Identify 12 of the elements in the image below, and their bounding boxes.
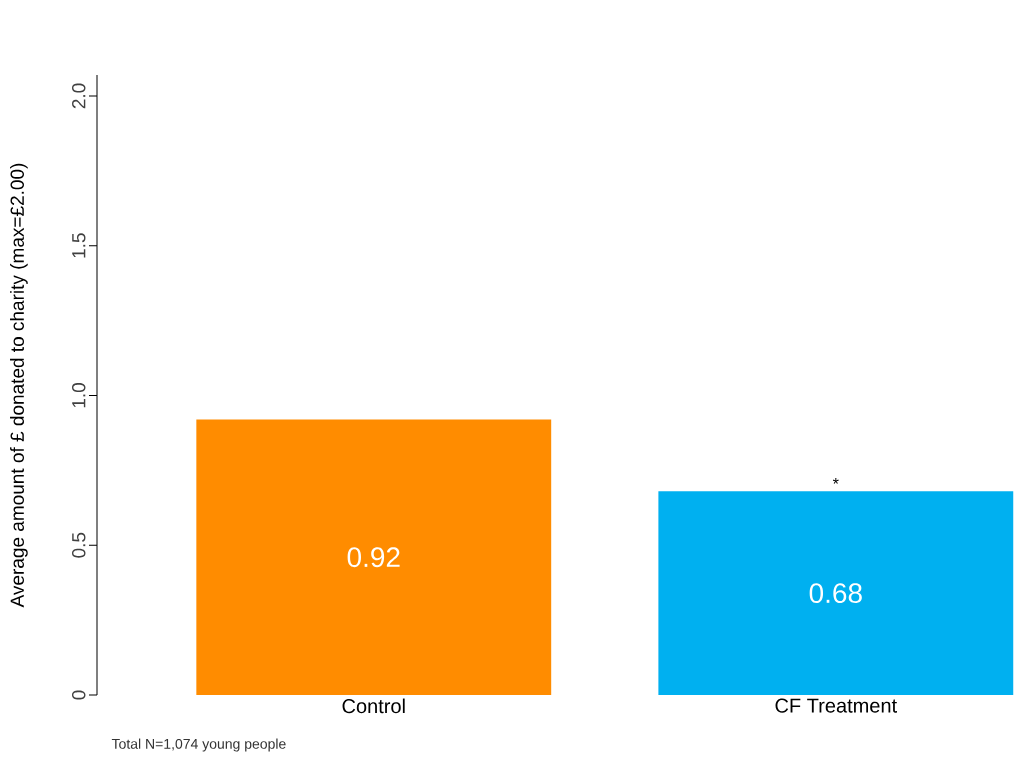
y-axis-title: Average amount of £ donated to charity (max=£2.00) [10, 163, 28, 608]
y-tick-label: 1.5 [72, 233, 86, 258]
data-label: 0.92 [347, 547, 400, 568]
text: Total N=1,074 young people [111, 738, 286, 752]
x-tick-label: CF Treatment [775, 698, 897, 713]
x-tick-label: Control [342, 698, 405, 714]
y-tick-label: 0.5 [72, 532, 86, 558]
annotation: * [832, 478, 839, 484]
y-tick-label: 1.0 [72, 383, 86, 408]
y-tick-label: 2.0 [72, 83, 86, 109]
y-tick-label: 0 [72, 690, 86, 700]
data-label: 0.68 [809, 583, 862, 604]
